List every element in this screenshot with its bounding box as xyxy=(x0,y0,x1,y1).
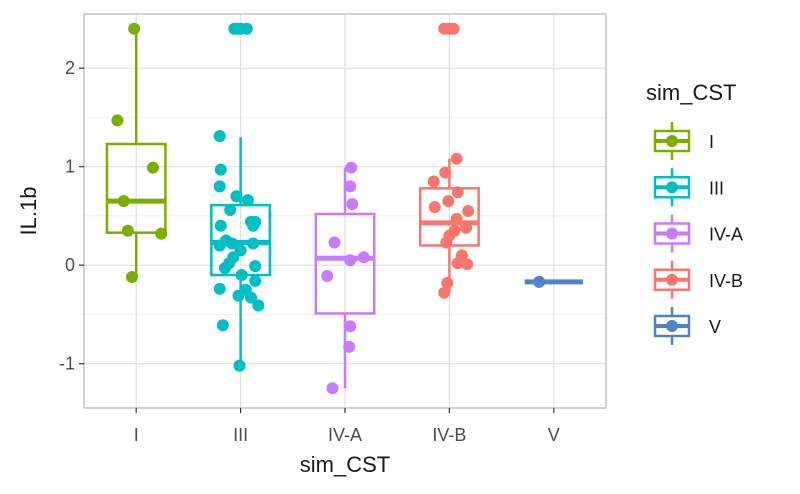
box xyxy=(314,212,376,315)
legend-label: IV-A xyxy=(709,225,743,245)
data-point xyxy=(427,175,440,188)
data-point xyxy=(126,270,139,283)
data-point xyxy=(442,195,455,208)
y-axis-ticks: -1 0 1 2 xyxy=(59,58,84,374)
legend-title: sim_CST xyxy=(646,80,736,105)
data-point xyxy=(247,237,260,250)
data-point xyxy=(428,201,441,214)
legend-label: IV-B xyxy=(709,271,743,291)
series-iv-b xyxy=(418,22,480,299)
data-point xyxy=(441,276,454,289)
data-point xyxy=(245,291,258,304)
data-point xyxy=(235,269,248,282)
y-axis-title: IL.1b xyxy=(16,187,41,236)
data-point xyxy=(438,286,451,299)
legend-item-iv-b: IV-B xyxy=(653,260,743,299)
data-point xyxy=(252,299,265,312)
data-point xyxy=(128,22,141,35)
legend-item-iii: III xyxy=(653,168,724,207)
data-point xyxy=(247,219,260,232)
data-point xyxy=(447,22,460,35)
series-v xyxy=(524,275,584,288)
data-point xyxy=(241,194,254,207)
legend-label: I xyxy=(709,132,714,152)
data-point xyxy=(232,289,245,302)
y-tick-label: 1 xyxy=(65,157,75,177)
data-point xyxy=(249,274,262,287)
data-point xyxy=(146,161,159,174)
legend-point xyxy=(666,227,678,240)
data-point xyxy=(155,227,168,240)
data-point xyxy=(460,221,473,234)
data-point xyxy=(451,186,464,199)
data-point xyxy=(440,236,453,249)
data-point xyxy=(533,275,546,288)
data-point xyxy=(213,239,226,252)
box xyxy=(105,142,167,234)
data-point xyxy=(346,198,359,211)
series-iii xyxy=(210,22,272,372)
data-point xyxy=(344,320,357,333)
data-point xyxy=(213,282,226,295)
x-tick-label: IV-A xyxy=(328,425,362,445)
data-point xyxy=(326,382,339,395)
data-point xyxy=(328,236,341,249)
data-point xyxy=(240,22,253,35)
data-point xyxy=(450,212,463,225)
x-tick-label: III xyxy=(233,425,248,445)
legend-label: V xyxy=(709,317,721,337)
series-i xyxy=(105,22,168,283)
data-point xyxy=(218,262,231,275)
legend-point xyxy=(666,273,678,286)
legend-point xyxy=(666,135,678,147)
data-point xyxy=(344,180,357,193)
x-axis-title: sim_CST xyxy=(300,452,390,477)
y-tick-label: 2 xyxy=(65,58,75,78)
data-point xyxy=(439,166,452,179)
data-point xyxy=(117,195,130,208)
data-point xyxy=(462,205,475,217)
plot-panel xyxy=(83,13,607,409)
data-point xyxy=(224,204,237,217)
series-iv-a xyxy=(314,161,376,395)
y-tick-label: 0 xyxy=(65,255,75,275)
x-tick-label: I xyxy=(134,425,139,445)
data-point xyxy=(461,258,474,271)
legend-item-i: I xyxy=(653,122,714,160)
data-point xyxy=(233,359,246,372)
legend-item-v: V xyxy=(653,307,721,345)
y-tick-label: -1 xyxy=(59,354,75,374)
data-point xyxy=(357,251,370,264)
data-point xyxy=(450,152,463,165)
data-point xyxy=(343,340,356,353)
data-point xyxy=(213,130,226,143)
x-tick-label: V xyxy=(548,425,560,445)
data-point xyxy=(121,224,134,237)
data-point xyxy=(214,219,227,232)
legend-item-iv-a: IV-A xyxy=(653,214,743,253)
legend-point xyxy=(666,320,678,332)
data-point xyxy=(216,319,229,332)
data-point xyxy=(451,257,464,270)
data-point xyxy=(344,254,357,267)
data-point xyxy=(213,180,226,193)
data-point xyxy=(214,163,227,176)
data-point xyxy=(249,260,262,273)
data-point xyxy=(111,114,124,127)
data-point xyxy=(226,237,239,250)
legend-point xyxy=(666,181,678,194)
x-axis-ticks: I III IV-A IV-B V xyxy=(134,408,560,445)
x-tick-label: IV-B xyxy=(432,425,466,445)
data-point xyxy=(230,190,243,203)
data-point xyxy=(231,22,244,35)
data-point xyxy=(345,161,358,174)
legend-label: III xyxy=(709,178,724,198)
data-point xyxy=(321,270,334,283)
